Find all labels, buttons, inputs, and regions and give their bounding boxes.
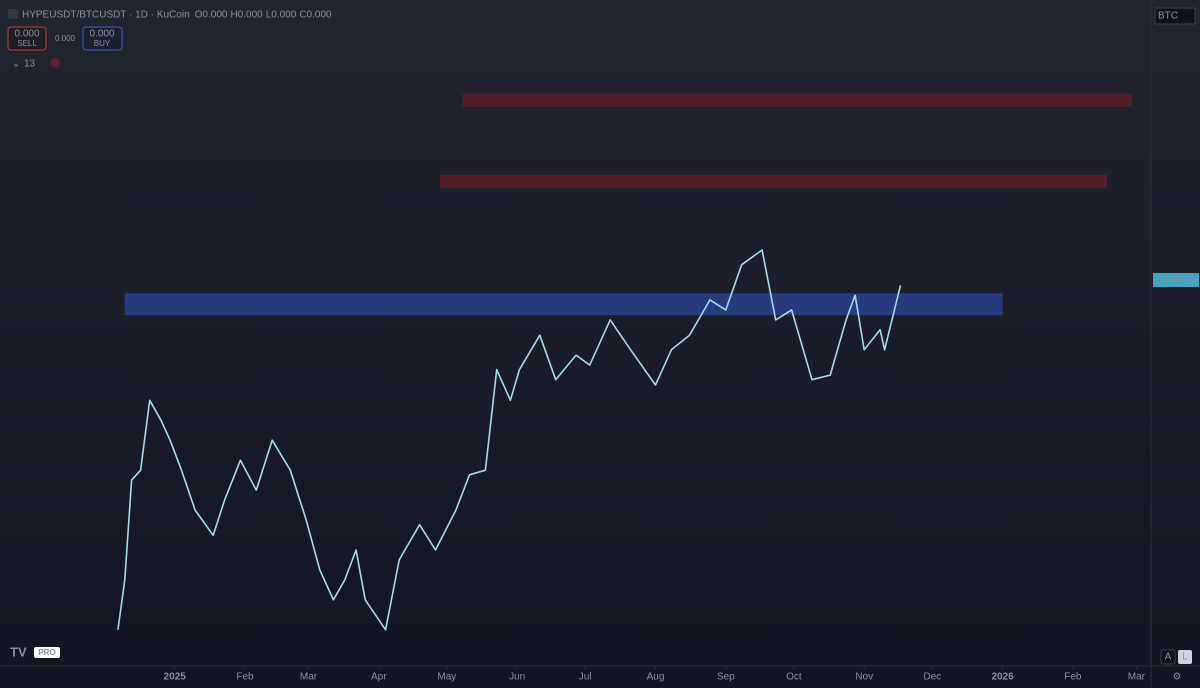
logo: TV PRO [10,644,60,659]
currency-box [1154,7,1196,25]
spread: 0.000 [55,34,76,43]
ohlc-key: O [195,10,203,21]
svg-text:TV: TV [10,644,27,659]
x-tick-label: Oct [786,672,802,683]
ohlc-value: 0.000 [202,10,227,21]
symbol: HYPEUSDT/BTCUSDT · 1D · KuCoin [22,10,190,21]
auto-scale-label: A [1165,652,1172,663]
svg-text:PRO: PRO [38,648,55,657]
x-tick-label: Mar [300,672,318,683]
plot-area [117,93,1132,631]
countdown: 18:46:55 [1157,275,1196,286]
ohlc-key: H [230,10,237,21]
ohlc-value: 0.000 [238,10,263,21]
zone [462,93,1132,108]
sell-price: 0.000 [14,29,39,40]
x-tick-label: Apr [371,672,387,683]
ohlc-key: L [266,10,272,21]
ohlc: O 0.000 H 0.000 L 0.000 C 0.000 [195,10,332,21]
alert-icon[interactable] [50,58,60,68]
price-line [117,249,902,631]
sell-label: SELL [17,39,37,48]
x-tick-label: Sep [717,672,735,683]
zone [440,174,1107,189]
log-scale-button[interactable] [1178,650,1192,664]
ohlc-value: 0.000 [271,10,296,21]
symbol-icon [8,9,18,19]
x-tick-label: Feb [236,672,254,683]
indicator-count: 13 [24,59,36,70]
settings-icon[interactable]: ⚙ [1173,672,1182,683]
x-tick-label: May [437,672,456,683]
currency: BTC [1158,11,1178,22]
x-tick-label: Dec [923,672,941,683]
log-scale-label: L [1182,652,1188,663]
sell-button[interactable] [7,26,47,51]
ohlc-value: 0.000 [307,10,332,21]
x-tick-label: Jun [509,672,525,683]
ohlc-key: C [299,10,306,21]
x-tick-label: Jul [579,672,592,683]
buy-label: BUY [94,39,111,48]
countdown-box [1153,273,1199,287]
buy-price: 0.000 [89,29,114,40]
x-tick-label: Aug [647,672,665,683]
auto-scale-button[interactable] [1160,649,1176,665]
x-tick-label: 2026 [991,672,1014,683]
buy-button[interactable] [82,26,123,51]
x-tick-label: Feb [1064,672,1082,683]
collapse-icon[interactable]: ⌄ [12,59,20,70]
x-tick-label: Mar [1128,672,1146,683]
x-tick-label: Nov [855,672,873,683]
x-tick-label: 2025 [164,672,187,683]
zone [124,293,1003,316]
